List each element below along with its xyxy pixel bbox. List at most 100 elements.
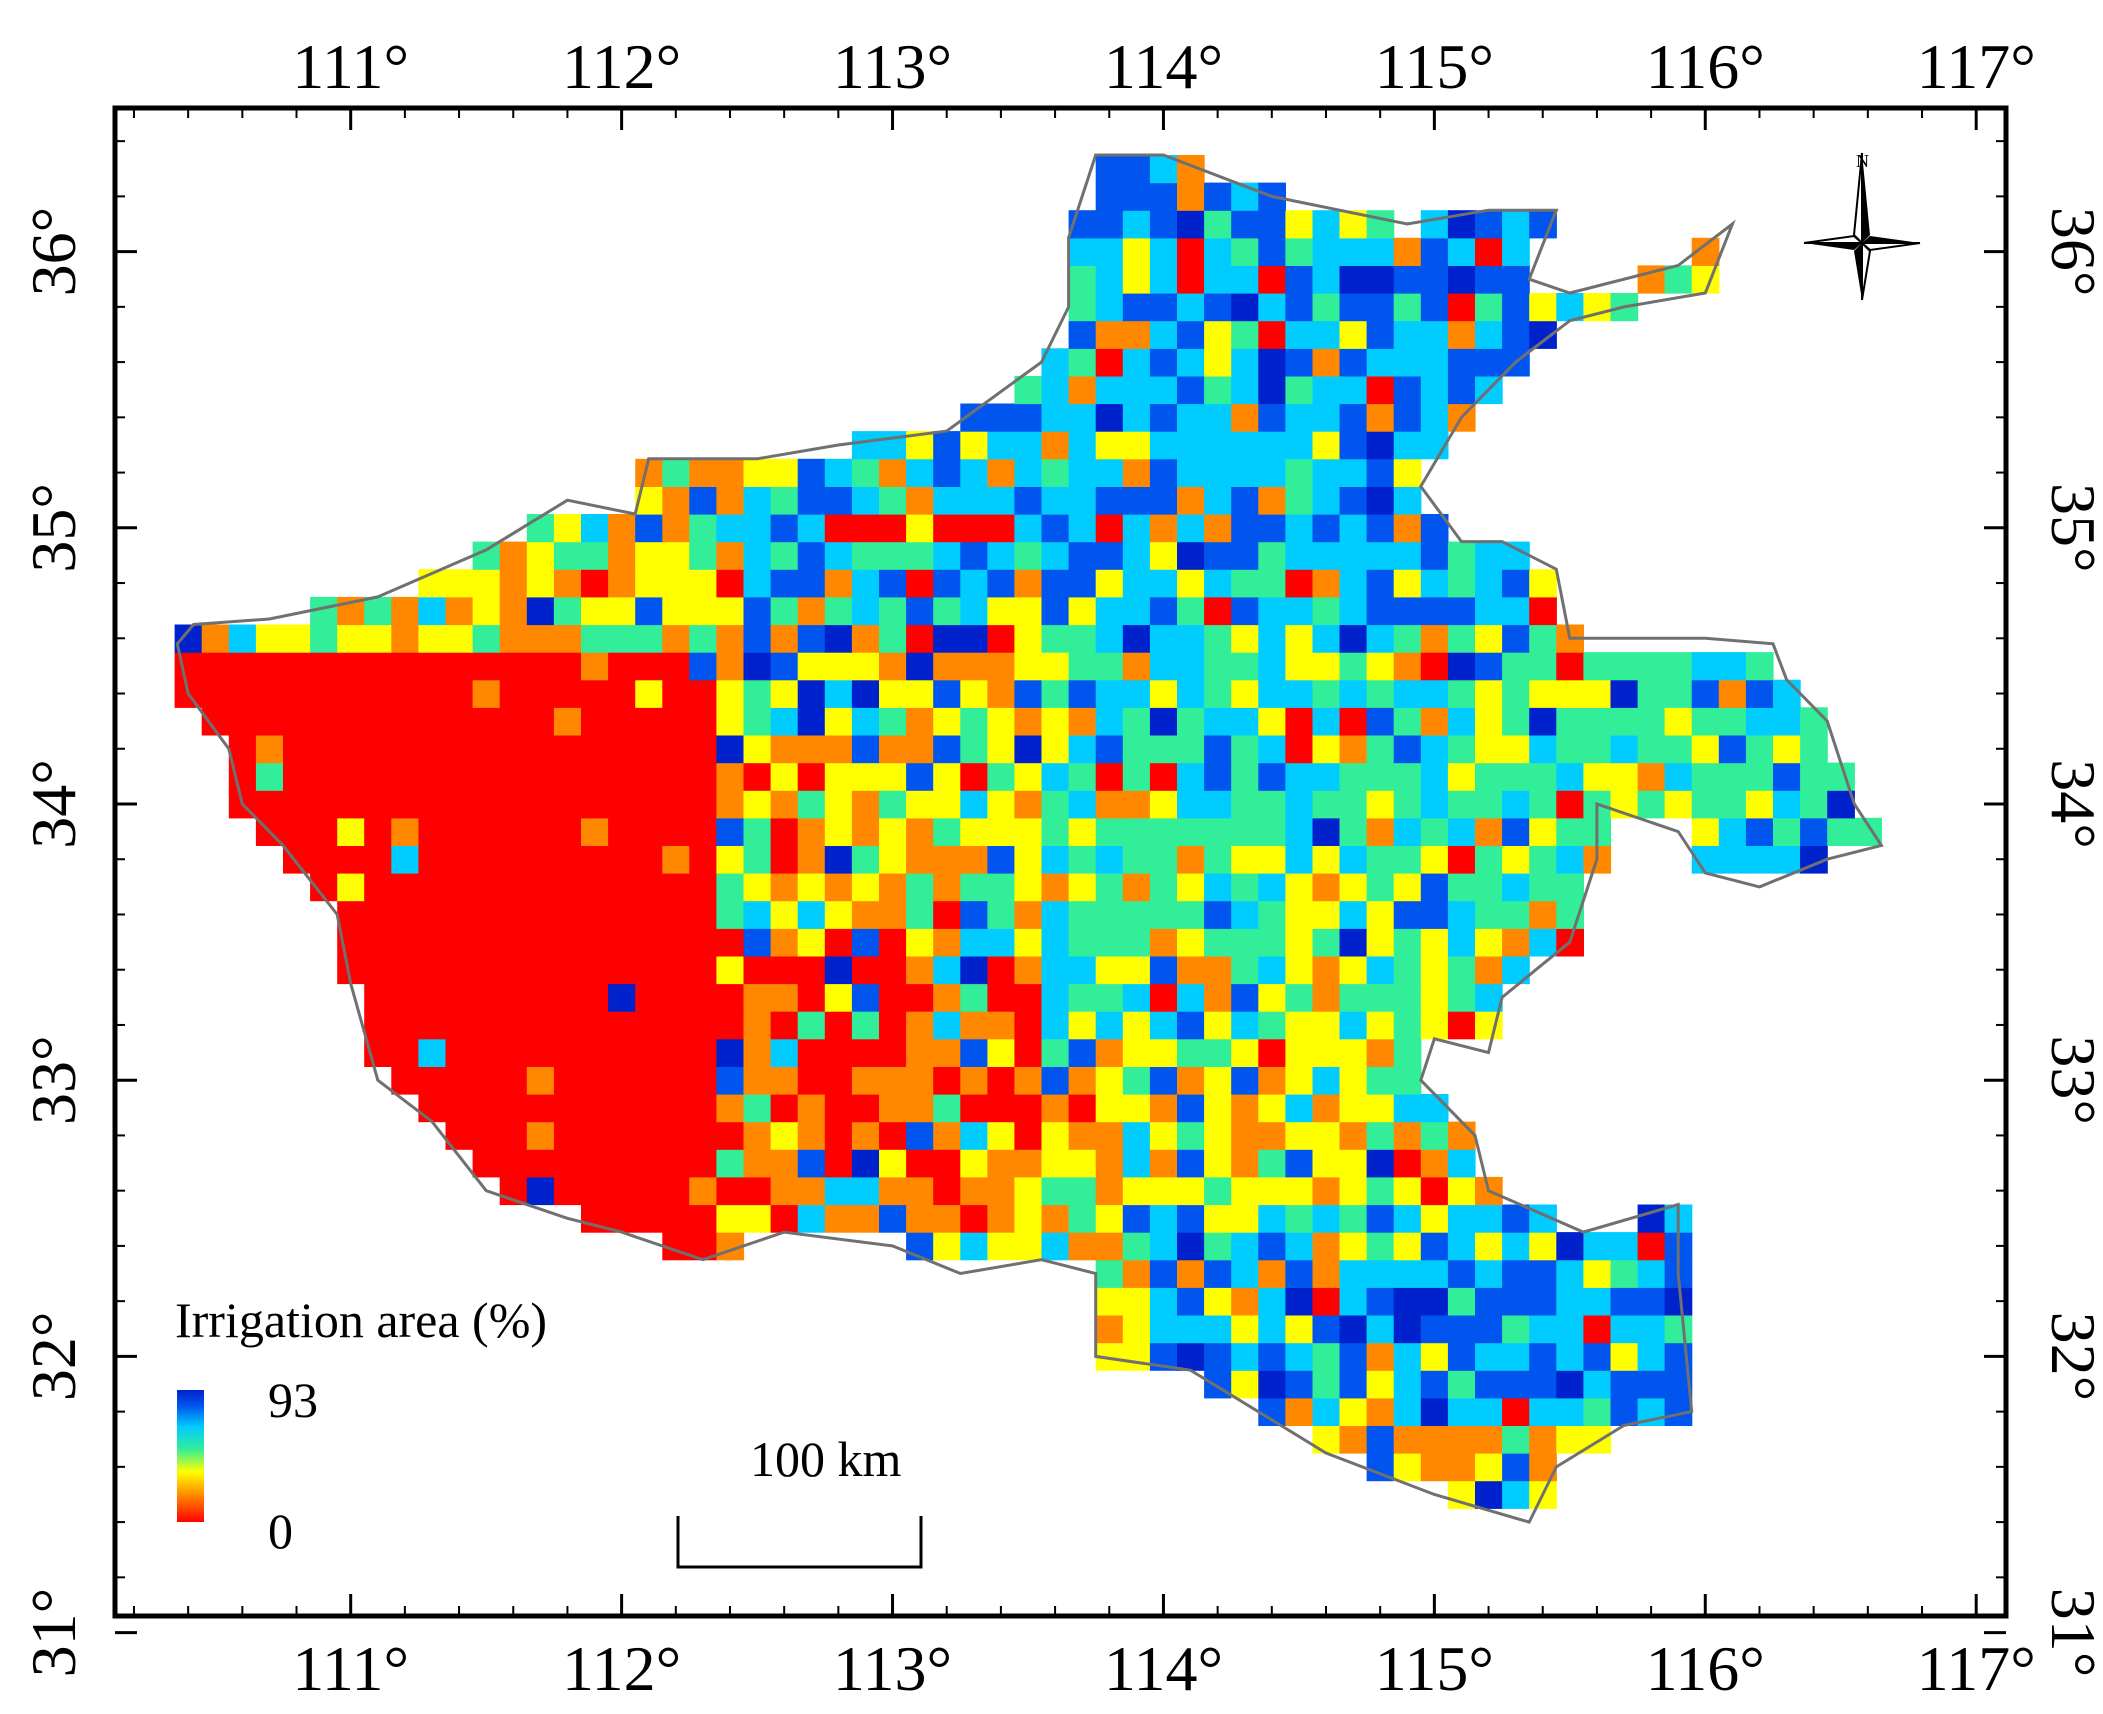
raster-cell	[1068, 293, 1097, 322]
lon-label-top: 113°	[833, 31, 952, 102]
raster-cell	[906, 486, 934, 515]
raster-cell	[1339, 1425, 1368, 1454]
raster-cell	[1204, 735, 1232, 764]
raster-cell	[824, 1149, 853, 1178]
raster-cell	[472, 1121, 501, 1150]
raster-cell	[1366, 1011, 1395, 1040]
raster-cell	[1420, 541, 1449, 570]
raster-cell	[1041, 900, 1070, 929]
raster-cell	[1258, 1232, 1286, 1261]
raster-cell	[906, 790, 934, 819]
raster-cell	[1041, 514, 1070, 543]
raster-cell	[1312, 1176, 1341, 1206]
raster-cell	[1204, 1204, 1232, 1233]
raster-cell	[1583, 1370, 1612, 1399]
raster-cell	[743, 817, 772, 846]
raster-cell	[662, 928, 690, 957]
raster-cell	[716, 652, 745, 681]
raster-cell	[1312, 375, 1341, 405]
raster-cell	[689, 762, 717, 791]
raster-cell	[933, 928, 961, 957]
raster-cell	[1393, 569, 1422, 598]
lon-label-top: 112°	[562, 31, 681, 102]
raster-cell	[770, 679, 799, 708]
raster-cell	[770, 817, 799, 846]
raster-cell	[1122, 845, 1151, 874]
raster-cell	[1285, 1370, 1314, 1399]
raster-cell	[1312, 265, 1341, 294]
raster-cell	[689, 486, 717, 515]
raster-cell	[797, 1204, 826, 1233]
raster-cell	[851, 817, 880, 846]
raster-cell	[1610, 1287, 1639, 1316]
raster-cell	[608, 652, 636, 681]
raster-cell	[1339, 403, 1368, 432]
raster-cell	[1095, 873, 1124, 902]
raster-cell	[1014, 900, 1043, 929]
raster-cell	[1502, 1397, 1530, 1426]
raster-cell	[1393, 983, 1422, 1012]
raster-cell	[472, 845, 501, 874]
raster-cell	[1312, 955, 1341, 985]
raster-cell	[1231, 735, 1259, 764]
raster-cell	[770, 955, 799, 985]
raster-cell	[1637, 707, 1666, 736]
raster-cell	[1393, 817, 1422, 846]
raster-cell	[1339, 237, 1368, 266]
raster-cell	[1122, 458, 1151, 487]
raster-cell	[1095, 928, 1124, 957]
raster-cell	[1420, 1370, 1449, 1399]
raster-cell	[1204, 1287, 1232, 1316]
raster-cell	[1475, 983, 1503, 1012]
raster-cell	[1122, 1342, 1151, 1371]
raster-cell	[1122, 1287, 1151, 1316]
raster-cell	[1122, 762, 1151, 791]
raster-cell	[1204, 652, 1232, 681]
lon-label-bottom: 115°	[1375, 1633, 1494, 1704]
raster-cell	[797, 514, 826, 543]
raster-cell	[1204, 1149, 1232, 1178]
raster-cell	[526, 1038, 555, 1067]
raster-cell	[1475, 265, 1503, 294]
raster-cell	[1095, 679, 1124, 708]
raster-cell	[1285, 1121, 1314, 1150]
raster-cell	[1420, 1342, 1449, 1371]
raster-cell	[1068, 1038, 1097, 1067]
raster-cell	[1366, 900, 1395, 929]
raster-cell	[1312, 873, 1341, 902]
raster-cell	[1122, 873, 1151, 902]
raster-cell	[933, 955, 961, 985]
raster-cell	[906, 541, 934, 570]
raster-cell	[1177, 790, 1205, 819]
raster-cell	[418, 1066, 447, 1095]
raster-cell	[608, 541, 636, 570]
raster-cell	[553, 541, 582, 570]
raster-cell	[1502, 293, 1530, 322]
raster-cell	[1231, 900, 1259, 929]
raster-cell	[743, 790, 772, 819]
map-frame	[112, 105, 2009, 1619]
raster-cell	[1393, 431, 1422, 460]
raster-cell	[716, 845, 745, 874]
raster-cell	[1014, 569, 1043, 598]
raster-cell	[1366, 348, 1395, 377]
raster-cell	[906, 514, 934, 543]
raster-cell	[933, 817, 961, 846]
raster-cell	[1475, 293, 1503, 322]
raster-cell	[960, 1121, 988, 1150]
raster-cell	[1177, 182, 1205, 211]
raster-cell	[1529, 596, 1557, 626]
raster-cell	[770, 928, 799, 957]
raster-cell	[662, 1149, 690, 1178]
raster-cell	[1529, 1342, 1557, 1371]
raster-cell	[1447, 1011, 1476, 1040]
lon-label-bottom: 113°	[833, 1633, 952, 1704]
raster-cell	[1095, 845, 1124, 874]
raster-cell	[1204, 1011, 1232, 1040]
province-boundary	[175, 153, 1884, 1524]
raster-cell	[1339, 1287, 1368, 1316]
raster-cell	[1637, 790, 1666, 819]
raster-cell	[445, 1038, 474, 1067]
raster-cell	[1339, 1342, 1368, 1371]
raster-cell	[337, 652, 365, 681]
